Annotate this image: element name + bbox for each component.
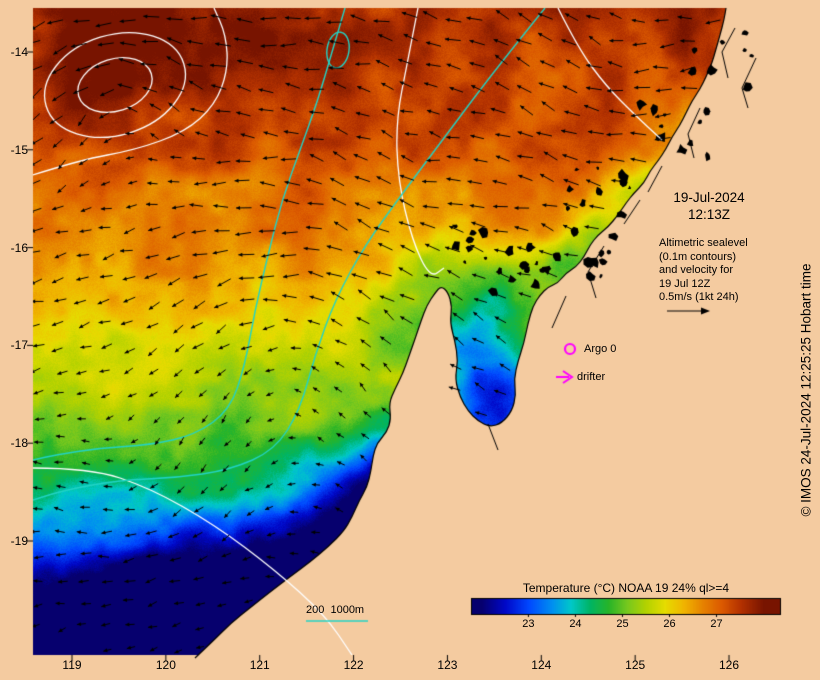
longitude-tick-label: 125 xyxy=(625,658,646,672)
latitude-tick-label: -17 xyxy=(10,338,28,353)
altimetric-caption: Altimetric sealevel (0.1m contours) and … xyxy=(659,237,748,305)
bathymetry-legend-label: 200 1000m xyxy=(306,604,365,616)
longitude-tick-label: 119 xyxy=(62,658,82,672)
latitude-tick-label: -16 xyxy=(10,240,28,255)
drifter-legend-label: drifter xyxy=(577,371,606,383)
colorbar-tick-label: 24 xyxy=(569,618,582,630)
latitude-tick-label: -14 xyxy=(10,45,28,59)
colorbar-tick-label: 27 xyxy=(710,618,723,630)
longitude-tick-label: 126 xyxy=(719,658,740,672)
map-date: 19-Jul-2024 xyxy=(673,190,745,205)
longitude-tick-label: 122 xyxy=(343,658,364,672)
longitude-tick-label: 124 xyxy=(531,658,552,672)
colorbar-tick-label: 23 xyxy=(522,618,535,630)
altimetric-caption-line: (0.1m contours) xyxy=(659,250,737,263)
map-datetime: 19-Jul-2024 12:13Z xyxy=(648,189,770,223)
argo-legend-label: Argo 0 xyxy=(584,343,617,355)
longitude-tick-label: 120 xyxy=(155,658,176,672)
altimetric-caption-line: 0.5m/s (1kt 24h) xyxy=(659,291,739,303)
map-time: 12:13Z xyxy=(687,207,731,222)
latitude-tick-label: -18 xyxy=(10,436,28,451)
longitude-tick-label: 123 xyxy=(437,658,458,672)
altimetric-caption-line: and velocity for xyxy=(659,264,733,276)
longitude-tick-label: 121 xyxy=(249,658,270,672)
latitude-tick-label: -15 xyxy=(10,142,28,157)
colorbar-title: Temperature (°C) NOAA 19 24% ql>=4 xyxy=(522,581,730,595)
altimetric-caption-line: Altimetric sealevel xyxy=(659,237,748,249)
copyright-vertical-text: © IMOS 24-Jul-2024 12:25:25 Hobart time xyxy=(798,263,814,517)
altimetric-caption-line: 19 Jul 12Z xyxy=(659,277,711,290)
colorbar-tick-label: 26 xyxy=(663,618,676,630)
colorbar-tick-label: 25 xyxy=(616,618,629,630)
latitude-tick-label: -19 xyxy=(10,534,28,548)
